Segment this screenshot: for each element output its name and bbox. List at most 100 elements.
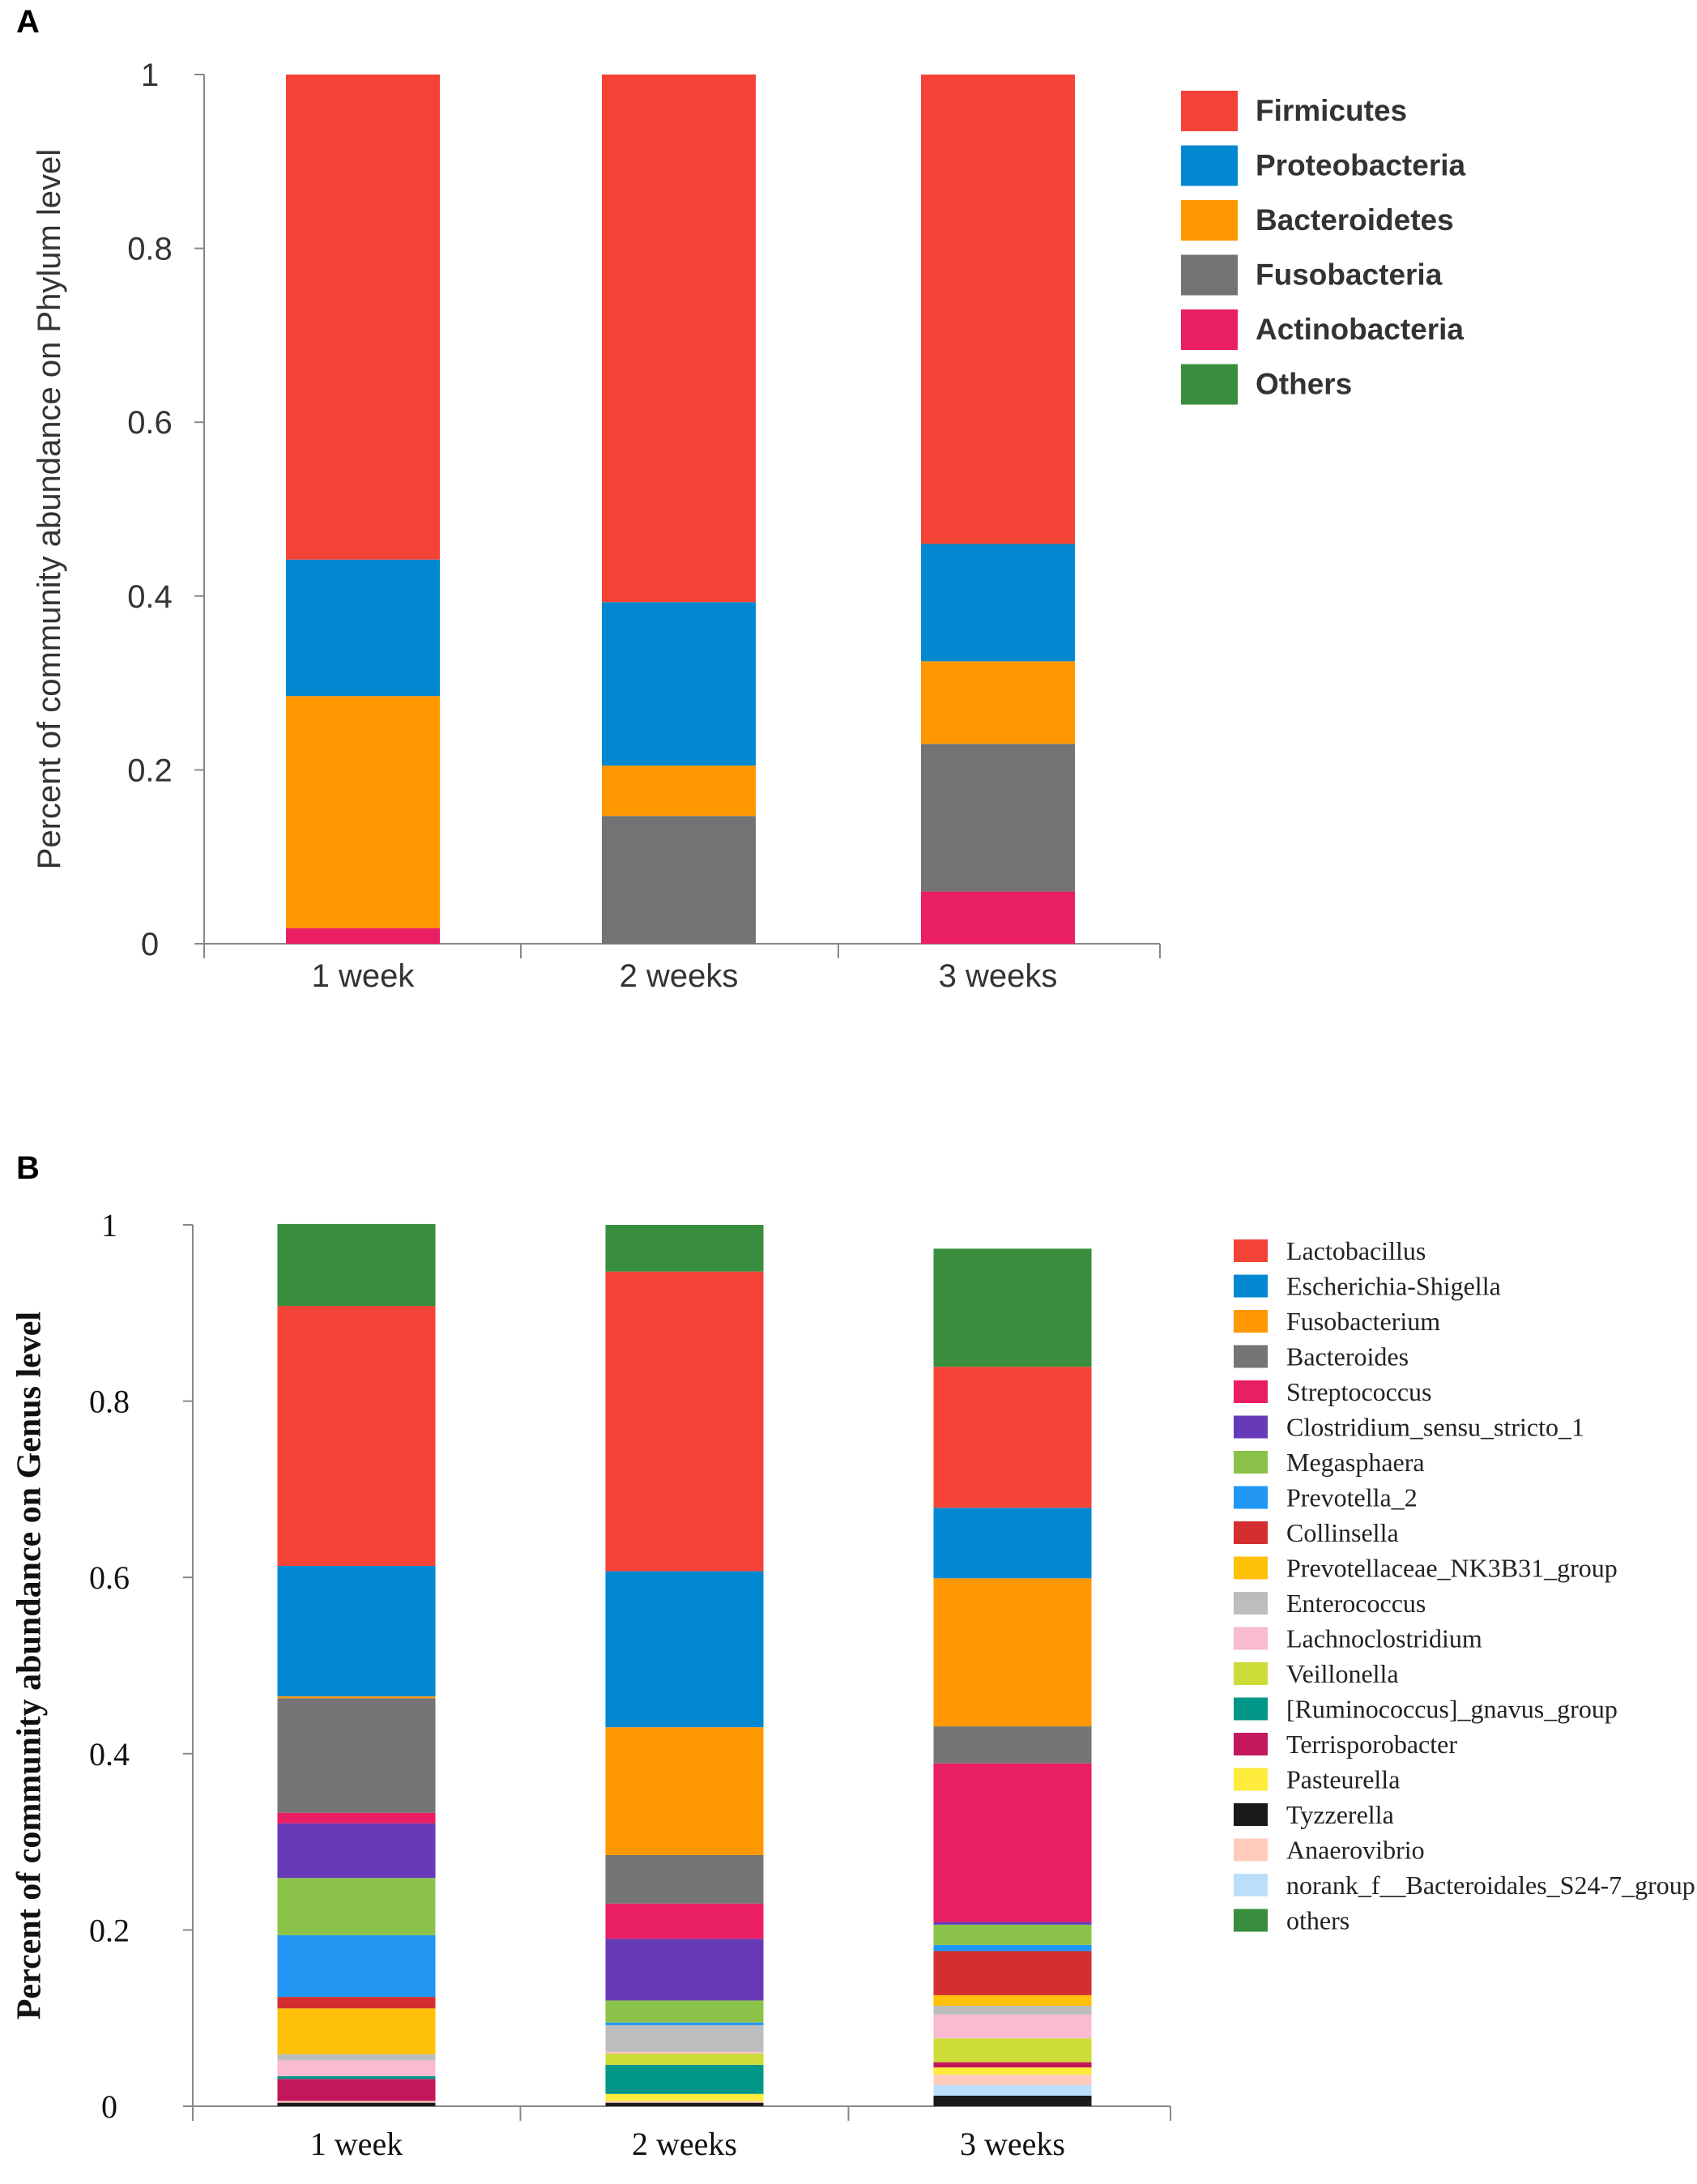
legend-swatch-fusobacterium <box>1234 1310 1268 1333</box>
legend-label-megasphaera: Megasphaera <box>1286 1448 1425 1477</box>
bar-segment-bacteroides-3-weeks <box>933 1726 1092 1764</box>
legend-swatch-clostridium-sensu-stricto-1 <box>1234 1415 1268 1439</box>
legend-label-fusobacteria: Fusobacteria <box>1256 258 1443 292</box>
legend-swatch-pasteurella <box>1234 1768 1268 1791</box>
bar-segment-others-1-week <box>277 1223 436 1307</box>
legend-swatch-actinobacteria <box>1181 309 1238 350</box>
legend-label-bacteroides: Bacteroides <box>1286 1342 1409 1371</box>
x-tick-label-1-week: 1 week <box>312 958 416 994</box>
legend-swatch-streptococcus <box>1234 1380 1268 1403</box>
panel-a-chart: A 0 0.2 0.4 0.6 0.8 1 1 week 2 weeks 3 weeks Perce… <box>16 4 1466 994</box>
bar-segment-clostridium-sensu-stricto-1-1-week <box>277 1823 436 1879</box>
bar-segment-tyzzerella-3-weeks <box>933 2095 1092 2106</box>
bar-segment-pasteurella-2-weeks <box>605 2093 764 2101</box>
bar-segment-bacteroides-2-weeks <box>605 1854 764 1904</box>
legend-swatch-bacteroides <box>1234 1345 1268 1368</box>
bar-segment-enterococcus-2-weeks <box>605 2024 764 2052</box>
legend-swatch-bacteroidetes <box>1181 200 1238 241</box>
y-tick-label: 1 <box>141 58 159 93</box>
bar-segment-collinsella-1-week <box>277 1997 436 2009</box>
legend-label-streptococcus: Streptococcus <box>1286 1377 1432 1406</box>
x-tick-label-1-week: 1 week <box>310 2126 403 2162</box>
y-tick-label: 0.8 <box>127 232 173 267</box>
y-tick-label: 0.8 <box>89 1384 130 1420</box>
bar-segment-anaerovibrio-2-weeks <box>605 2101 764 2103</box>
bar-segment-firmicutes-3-weeks <box>921 75 1075 544</box>
bar-segment-tyzzerella-2-weeks <box>605 2102 764 2106</box>
bar-segment-collinsella-3-weeks <box>933 1951 1092 1995</box>
legend-label-others: others <box>1286 1906 1349 1935</box>
legend-swatch-others <box>1181 364 1238 405</box>
bar-segment-escherichia-shigella-3-weeks <box>933 1508 1092 1579</box>
bar-segment-prevotella-2-1-week <box>277 1934 436 1998</box>
bar-segment-anaerovibrio-3-weeks <box>933 2074 1092 2085</box>
bar-segment-actinobacteria-3-weeks <box>921 891 1075 944</box>
y-tick-label: 0.4 <box>89 1736 130 1772</box>
bar-segment-tyzzerella-1-week <box>277 2102 436 2106</box>
bar-stack-3-weeks <box>921 75 1075 944</box>
bar-segment-actinobacteria-1-week <box>286 928 440 944</box>
bar-stack-1-week <box>277 1223 436 2106</box>
legend-label-lachnoclostridium: Lachnoclostridium <box>1286 1624 1482 1653</box>
y-tick-label: 0.2 <box>127 753 173 788</box>
legend-label-prevotella-2: Prevotella_2 <box>1286 1483 1418 1512</box>
bar-segment-fusobacterium-2-weeks <box>605 1727 764 1855</box>
legend-swatch-collinsella <box>1234 1521 1268 1544</box>
bar-segment-ruminococcus-gnavus-group-1-week <box>277 2076 436 2079</box>
bar-segment-lachnoclostridium-2-weeks <box>605 2051 764 2054</box>
bar-segment-fusobacteria-2-weeks <box>602 816 756 944</box>
x-tick-label-2-weeks: 2 weeks <box>620 958 739 994</box>
bar-segment-streptococcus-3-weeks <box>933 1763 1092 1922</box>
bar-segment-enterococcus-1-week <box>277 2054 436 2061</box>
bar-segment-clostridium-sensu-stricto-1-3-weeks <box>933 1922 1092 1925</box>
legend: Lactobacillus Escherichia-Shigella Fusobac… <box>1234 1236 1695 1935</box>
legend-swatch-tyzzerella <box>1234 1803 1268 1826</box>
legend-swatch-norank-f-bacteroidales-s24-7-group <box>1234 1874 1268 1896</box>
bar-segment-lachnoclostridium-1-week <box>277 2060 436 2077</box>
bar-segment-veillonella-3-weeks <box>933 2038 1092 2062</box>
legend-label-escherichia-shigella: Escherichia-Shigella <box>1286 1272 1501 1301</box>
bar-segment-terrisporobacter-3-weeks <box>933 2062 1092 2068</box>
bar-segment-escherichia-shigella-2-weeks <box>605 1571 764 1728</box>
bar-segment-streptococcus-1-week <box>277 1812 436 1824</box>
legend-swatch-firmicutes <box>1181 91 1238 131</box>
y-tick-label: 0.6 <box>127 405 173 441</box>
bar-segment-megasphaera-3-weeks <box>933 1924 1092 1945</box>
bar-segment-bacteroidetes-1-week <box>286 696 440 928</box>
legend-swatch-megasphaera <box>1234 1451 1268 1474</box>
bar-stack-2-weeks <box>605 1225 764 2106</box>
legend-swatch-anaerovibrio <box>1234 1838 1268 1862</box>
legend-label-clostridium-sensu-stricto-1: Clostridium_sensu_stricto_1 <box>1286 1413 1584 1442</box>
bar-segment-lactobacillus-1-week <box>277 1306 436 1567</box>
legend-label-terrisporobacter: Terrisporobacter <box>1286 1730 1457 1759</box>
legend-label-firmicutes: Firmicutes <box>1256 94 1407 127</box>
bar-segment-enterococcus-3-weeks <box>933 2005 1092 2015</box>
legend-label-proteobacteria: Proteobacteria <box>1256 149 1466 182</box>
bar-segment-escherichia-shigella-1-week <box>277 1566 436 1697</box>
legend-swatch-fusobacteria <box>1181 254 1238 296</box>
legend-swatch-lachnoclostridium <box>1234 1627 1268 1650</box>
panel-b-chart: B 0 0.2 0.4 0.6 0.8 1 1 week 2 weeks 3 weeks Perce… <box>11 1150 1695 2162</box>
bar-segment-firmicutes-2-weeks <box>602 75 756 603</box>
bar-segment-fusobacterium-1-week <box>277 1696 436 1699</box>
legend-label-fusobacterium: Fusobacterium <box>1286 1307 1440 1336</box>
y-tick-label: 1 <box>101 1207 117 1243</box>
legend-label-pasteurella: Pasteurella <box>1286 1765 1400 1794</box>
y-tick-label: 0 <box>101 2088 117 2125</box>
legend-swatch-enterococcus <box>1234 1592 1268 1615</box>
y-axis-label: Percent of community abundance on Genus … <box>11 1312 49 2020</box>
bar-segment-megasphaera-2-weeks <box>605 2000 764 2023</box>
legend-label-bacteroidetes: Bacteroidetes <box>1256 203 1454 237</box>
bar-segment-bacteroides-1-week <box>277 1698 436 1813</box>
bar-segment-megasphaera-1-week <box>277 1878 436 1935</box>
bar-segment-norank-f-bacteroidales-s24-7-group-3-weeks <box>933 2084 1092 2096</box>
bar-segment-others-3-weeks <box>933 1248 1092 1367</box>
legend-swatch-veillonella <box>1234 1662 1268 1685</box>
panel-b-label: B <box>16 1150 40 1186</box>
bar-segment-lachnoclostridium-3-weeks <box>933 2014 1092 2039</box>
y-tick-label: 0 <box>141 927 159 962</box>
legend-swatch-ruminococcus-gnavus-group <box>1234 1697 1268 1721</box>
bar-segment-prevotella-2-3-weeks <box>933 1944 1092 1952</box>
legend-swatch-prevotella-2 <box>1234 1486 1268 1509</box>
